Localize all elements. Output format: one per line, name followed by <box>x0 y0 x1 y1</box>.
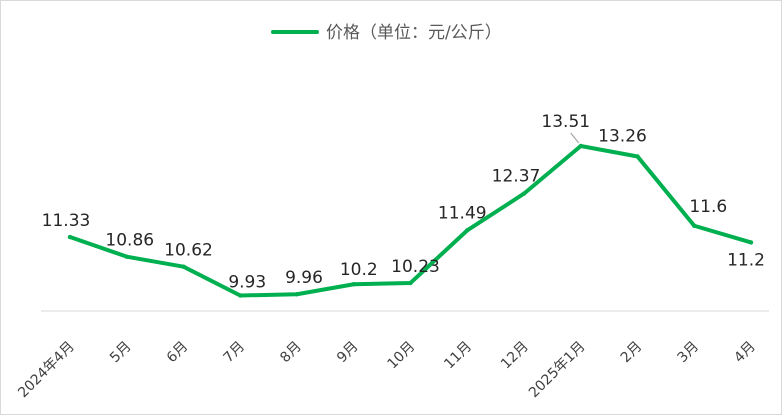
data-label-4: 9.93 <box>228 273 266 293</box>
x-tick-label-4: 7月 <box>221 339 249 367</box>
x-tick-label-9: 12月 <box>498 339 532 373</box>
data-label-5: 9.96 <box>285 268 323 288</box>
data-point-9 <box>521 191 527 196</box>
data-point-6 <box>351 282 356 287</box>
x-tick-label-1: 2024年4月 <box>15 339 78 402</box>
x-tick-label-6: 9月 <box>334 339 362 367</box>
data-label-12: 11.6 <box>689 197 727 217</box>
x-tick-label-8: 11月 <box>441 339 475 373</box>
data-label-13: 11.2 <box>727 250 765 270</box>
data-label-9: 12.37 <box>492 167 541 187</box>
data-point-group <box>67 143 754 298</box>
data-point-7 <box>408 280 413 286</box>
data-label-3: 10.62 <box>164 241 213 261</box>
chart-legend: 价格（单位：元/公斤） <box>271 23 502 43</box>
data-point-1 <box>67 234 73 240</box>
data-label-7: 10.23 <box>391 257 440 277</box>
data-point-11 <box>635 154 640 159</box>
legend-series-name: 价格（单位：元/公斤） <box>326 23 502 43</box>
data-label-10: 13.51 <box>541 112 590 132</box>
x-tick-label-2: 5月 <box>107 339 135 367</box>
data-point-3 <box>181 264 186 269</box>
data-label-6: 10.2 <box>340 260 378 280</box>
data-label-8: 11.49 <box>438 203 487 223</box>
data-label-group: 11.33 10.86 10.62 9.93 9.96 10.2 10.23 11.4912.… <box>42 112 765 293</box>
x-tick-label-13: 4月 <box>731 339 759 367</box>
x-tick-label-5: 8月 <box>277 339 305 367</box>
peak-label-leader-line <box>570 132 580 144</box>
data-label-11: 13.26 <box>598 126 647 146</box>
x-tick-label-11: 2月 <box>618 339 646 367</box>
data-point-12 <box>692 223 697 228</box>
data-point-13 <box>748 240 754 245</box>
data-point-5 <box>294 292 300 297</box>
x-tick-label-3: 6月 <box>164 339 192 367</box>
data-point-2 <box>124 254 129 259</box>
data-point-4 <box>238 293 243 298</box>
data-label-1: 11.33 <box>42 211 91 231</box>
x-tick-label-10: 2025年1月 <box>526 339 589 402</box>
data-point-8 <box>465 228 470 233</box>
x-tick-label-12: 3月 <box>675 339 703 367</box>
data-point-10 <box>578 143 583 149</box>
x-tick-label-7: 10月 <box>385 339 419 373</box>
data-label-2: 10.86 <box>105 231 154 251</box>
